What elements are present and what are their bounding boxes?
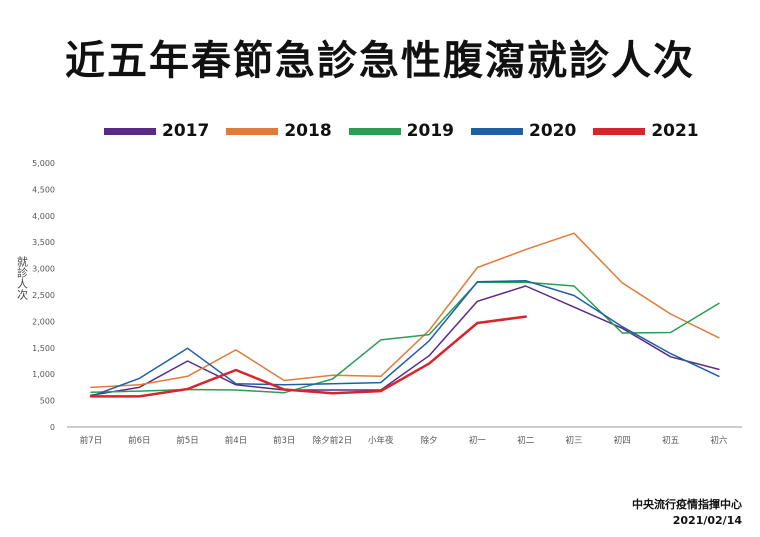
y-tick-label: 5,000 <box>32 159 55 168</box>
y-tick-label: 2,000 <box>32 317 55 326</box>
x-tick-label: 初一 <box>469 435 487 446</box>
credit-org: 中央流行疫情指揮中心 <box>632 498 742 511</box>
y-tick-label: 4,500 <box>32 185 55 194</box>
x-tick-label: 初二 <box>517 435 535 446</box>
legend-swatch <box>348 127 401 135</box>
y-tick-label: 1,500 <box>32 344 55 353</box>
x-tick-label: 初四 <box>614 435 631 446</box>
series-line-2018 <box>90 232 720 389</box>
legend-swatch <box>470 127 523 135</box>
x-tick-label: 除夕前2日 <box>313 435 352 446</box>
x-tick-label: 除夕 <box>421 435 438 446</box>
legend-label: 2020 <box>528 121 577 141</box>
x-tick-label: 初三 <box>565 435 582 446</box>
x-tick-label: 前4日 <box>225 435 247 446</box>
x-tick-label: 前6日 <box>128 435 150 446</box>
legend: 2017 2018 2019 2020 2021 <box>104 119 716 143</box>
legend-item-2017: 2017 <box>104 121 209 141</box>
y-tick-label: 500 <box>40 397 55 406</box>
legend-item-2020: 2020 <box>470 121 577 141</box>
y-tick-label: 3,500 <box>32 238 55 247</box>
legend-swatch <box>226 127 279 135</box>
series-line-2019 <box>90 281 720 394</box>
y-tick-label: 2,500 <box>32 291 55 300</box>
legend-swatch <box>593 127 646 135</box>
y-tick-label: 3,000 <box>32 265 55 274</box>
legend-item-2019: 2019 <box>348 121 454 141</box>
series-line-2017 <box>90 285 720 397</box>
credit-date: 2021/02/14 <box>672 514 742 527</box>
legend-label: 2018 <box>284 121 332 141</box>
x-tick-label: 初五 <box>662 435 680 446</box>
legend-label: 2017 <box>162 121 210 141</box>
y-axis-label: 就診人次 <box>16 255 29 301</box>
series-line-2020 <box>90 279 720 398</box>
x-tick-label: 初六 <box>710 435 728 446</box>
chart-title: 近五年春節急診急性腹瀉就診人次 <box>65 38 695 84</box>
legend-label: 2021 <box>651 121 699 141</box>
y-tick-label: 1,000 <box>32 370 55 379</box>
x-tick-label: 前3日 <box>273 435 295 446</box>
x-tick-label: 小年夜 <box>368 435 394 446</box>
legend-label: 2019 <box>406 121 454 141</box>
series-line-2021 <box>89 315 527 398</box>
legend-swatch <box>104 127 156 135</box>
legend-item-2018: 2018 <box>226 121 332 141</box>
y-tick-label: 0 <box>50 423 55 432</box>
x-tick-label: 前5日 <box>176 435 198 446</box>
legend-item-2021: 2021 <box>593 121 699 141</box>
source-credit: 中央流行疫情指揮中心 2021/02/14 <box>632 497 742 529</box>
x-tick-label: 前7日 <box>80 435 102 446</box>
y-tick-label: 4,000 <box>32 212 55 221</box>
